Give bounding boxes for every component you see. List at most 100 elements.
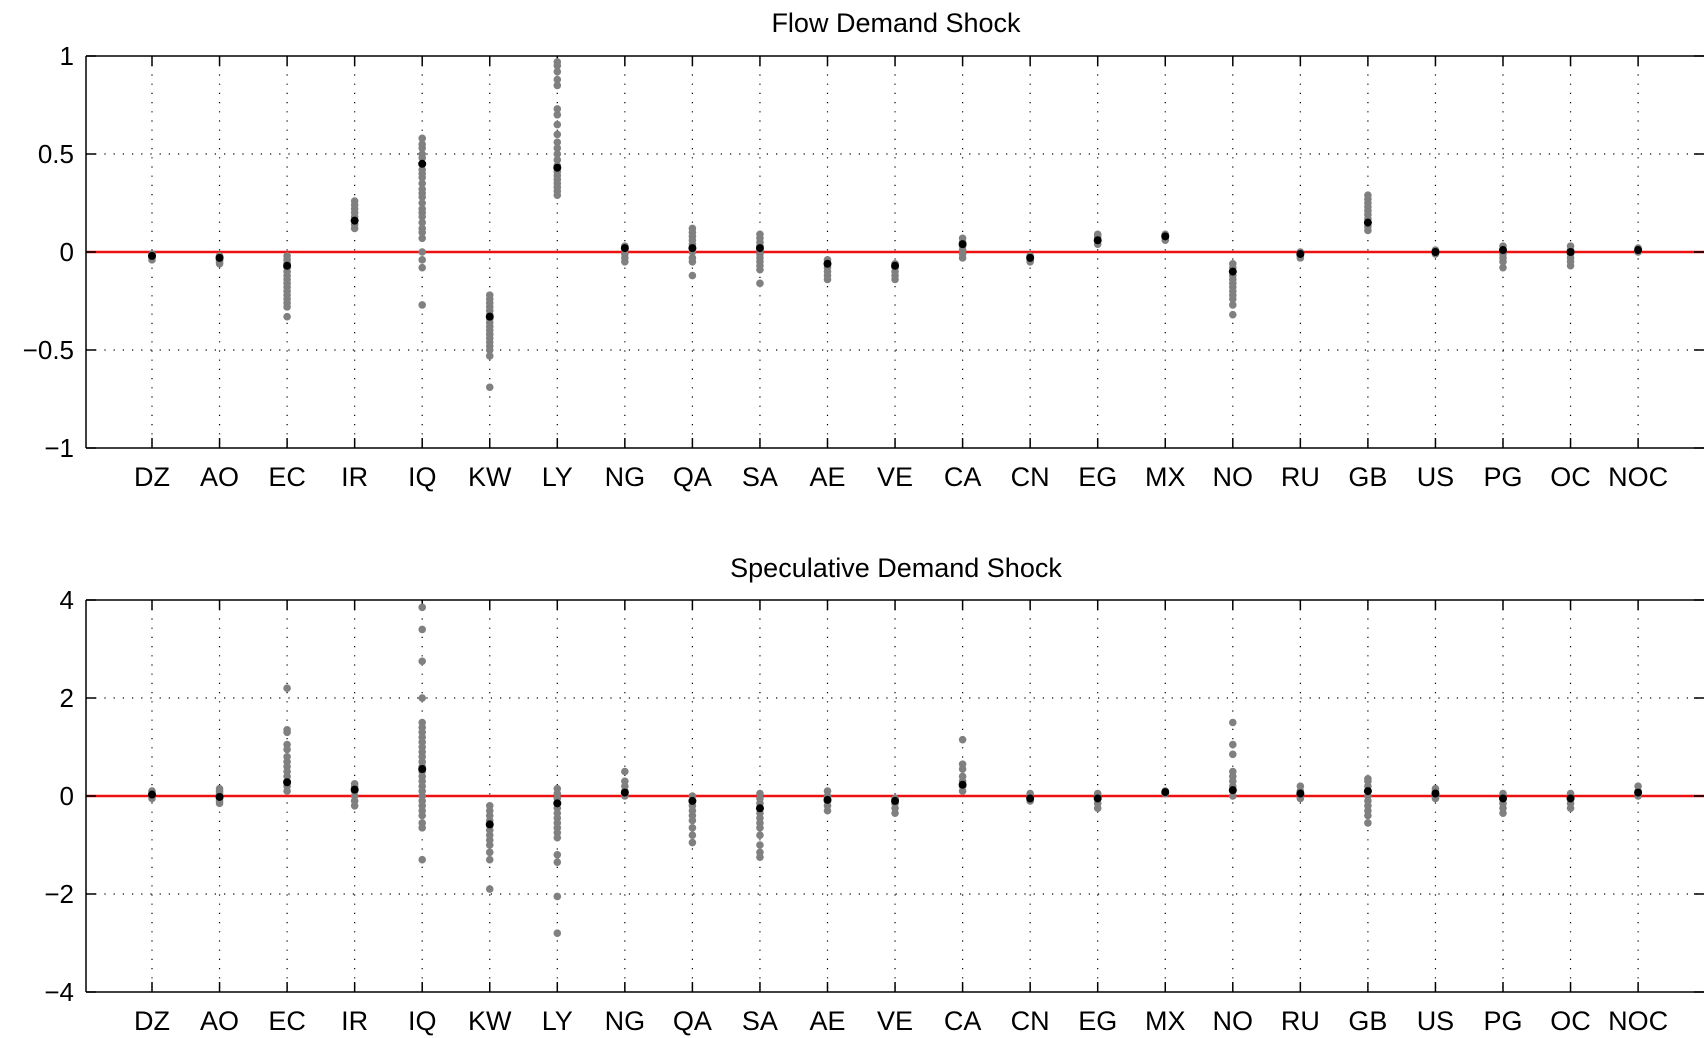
y-axis: 4 2 0 −2 −4 — [44, 585, 74, 1007]
axes-frame — [85, 55, 1704, 449]
data-points — [148, 58, 1643, 392]
y-tick-label: −0.5 — [23, 335, 74, 365]
draw-point — [418, 819, 427, 827]
median-point — [1093, 794, 1102, 803]
draw-point — [553, 150, 562, 158]
x-tick-label: KW — [468, 462, 512, 492]
draw-point — [553, 105, 562, 113]
panel-title: Speculative Demand Shock — [730, 553, 1062, 583]
median-point — [148, 790, 156, 799]
x-tick-label: LY — [542, 1006, 573, 1036]
median-point — [958, 780, 967, 789]
draw-point — [688, 831, 697, 839]
median-point — [350, 216, 359, 225]
draw-point — [1229, 718, 1237, 727]
panel-flow-demand: Flow Demand Shock 1 0.5 0 −0.5 −1 DZ AO EC… — [23, 8, 1704, 492]
x-tick-label: KW — [468, 1006, 512, 1036]
draw-point — [688, 224, 697, 233]
draw-point — [418, 263, 427, 272]
median-point — [891, 796, 900, 805]
draw-point — [283, 726, 291, 734]
draw-point — [553, 111, 562, 119]
draw-point — [418, 218, 427, 227]
median-point — [823, 795, 832, 804]
y-tick-label: −4 — [44, 977, 74, 1007]
x-axis: DZ AO EC IR IQ KW LY NG QA SA AE VE CA CN EG MX NO RU GB US… — [134, 462, 1668, 492]
draw-point — [485, 383, 494, 392]
median-point — [485, 312, 494, 321]
draw-point — [756, 848, 764, 857]
draw-point — [958, 760, 967, 768]
draw-point — [418, 855, 427, 864]
y-tick-label: −2 — [44, 879, 74, 909]
median-point — [1296, 789, 1305, 798]
draw-point — [418, 256, 427, 264]
draw-point — [553, 58, 562, 66]
draw-point — [215, 784, 224, 793]
x-tick-label: EC — [268, 1006, 306, 1036]
median-point — [283, 261, 292, 270]
draw-point — [688, 838, 697, 847]
x-tick-label: RU — [1281, 1006, 1320, 1036]
draw-point — [621, 767, 629, 776]
draw-point — [756, 841, 764, 849]
draw-point — [1364, 819, 1372, 827]
x-tick-label: EG — [1078, 462, 1117, 492]
draw-point — [553, 144, 562, 152]
draw-point — [553, 81, 562, 90]
median-point — [958, 240, 967, 249]
x-tick-label: AE — [809, 462, 845, 492]
draw-point — [553, 892, 562, 901]
x-tick-label: MX — [1145, 1006, 1186, 1036]
median-point — [283, 778, 292, 787]
median-point — [1026, 253, 1035, 262]
draw-point — [688, 254, 697, 262]
draw-point — [418, 140, 427, 148]
median-point — [1161, 788, 1170, 797]
draw-point — [418, 603, 427, 612]
panel-title: Flow Demand Shock — [771, 8, 1021, 38]
x-tick-label: QA — [673, 462, 712, 492]
draw-point — [688, 271, 697, 280]
x-tick-label: NO — [1213, 462, 1254, 492]
median-point — [1634, 788, 1643, 797]
draw-point — [418, 694, 427, 702]
draw-point — [485, 352, 494, 360]
draw-point — [756, 279, 764, 288]
draw-point — [553, 130, 562, 139]
draw-point — [418, 150, 427, 158]
x-tick-label: QA — [673, 1006, 712, 1036]
median-point — [1566, 794, 1575, 803]
draw-point — [1229, 750, 1237, 759]
x-tick-label: PG — [1483, 1006, 1522, 1036]
draw-point — [1634, 782, 1642, 790]
x-tick-label: EC — [268, 462, 306, 492]
x-tick-label: GB — [1348, 462, 1387, 492]
y-tick-label: 1 — [60, 41, 74, 71]
draw-point — [485, 291, 494, 299]
median-point — [1634, 246, 1643, 255]
draw-point — [283, 684, 291, 692]
median-point — [1566, 248, 1575, 256]
draw-point — [418, 185, 427, 194]
median-point — [688, 796, 697, 805]
draw-point — [418, 657, 427, 666]
draw-point — [553, 784, 562, 793]
median-point — [755, 244, 764, 253]
median-point — [891, 261, 900, 270]
draw-point — [418, 248, 427, 256]
x-tick-label: VE — [877, 1006, 913, 1036]
draw-point — [756, 831, 764, 839]
median-point — [823, 259, 832, 268]
median-point — [215, 792, 224, 801]
draw-point — [553, 75, 562, 84]
x-tick-label: GB — [1348, 1006, 1387, 1036]
median-point — [1431, 789, 1440, 798]
panel-speculative-demand: Speculative Demand Shock 4 2 0 −2 −4 DZ A… — [44, 553, 1704, 1036]
y-tick-label: 4 — [60, 585, 74, 615]
x-tick-label: DZ — [134, 1006, 170, 1036]
draw-point — [553, 120, 562, 129]
draw-point — [485, 885, 494, 893]
draw-point — [756, 789, 764, 798]
